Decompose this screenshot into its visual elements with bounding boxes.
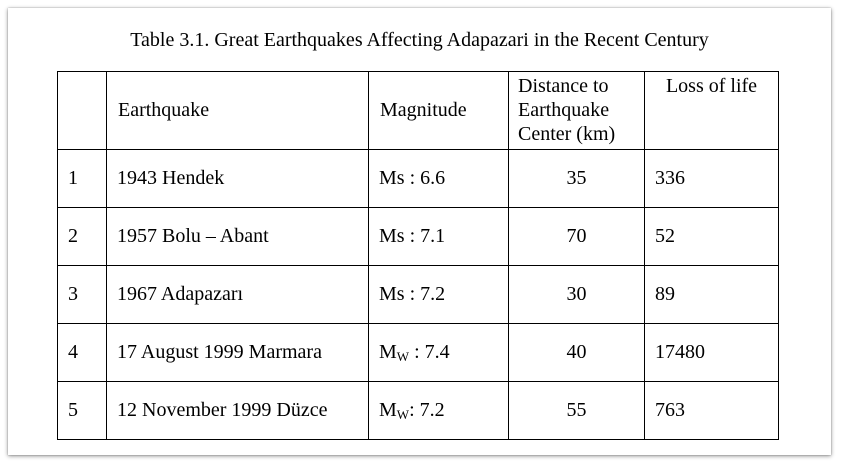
magnitude-scale: Ms [379, 167, 405, 189]
magnitude-value: 7.2 [419, 399, 445, 421]
distance-cell: 70 [508, 207, 645, 266]
earthquake-name: 17 August 1999 Marmara [106, 323, 369, 382]
earthquake-table: Earthquake Magnitude Distance to Earthqu… [57, 71, 779, 440]
header-earthquake: Earthquake [106, 71, 369, 150]
magnitude-separator: : [404, 283, 421, 305]
loss-of-life-cell: 52 [644, 207, 779, 266]
row-index: 2 [57, 207, 107, 266]
table-row: 3 1967 Adapazarı Ms : 7.2 30 89 [57, 265, 779, 324]
earthquake-name: 1943 Hendek [106, 149, 369, 208]
magnitude-subscript: W [396, 349, 410, 364]
magnitude-cell: MW : 7.4 [368, 323, 509, 382]
table-row: 2 1957 Bolu – Abant Ms : 7.1 70 52 [57, 207, 779, 266]
header-distance-line-2: Earthquake [518, 99, 610, 121]
magnitude-subscript: W [396, 407, 410, 422]
table-row: 1 1943 Hendek Ms : 6.6 35 336 [57, 149, 779, 208]
magnitude-value: 7.2 [420, 283, 446, 305]
earthquake-name: 1967 Adapazarı [106, 265, 369, 324]
magnitude-scale: M [379, 399, 397, 421]
magnitude-value: 6.6 [420, 167, 446, 189]
magnitude-scale: M [379, 341, 397, 363]
magnitude-cell: Ms : 7.2 [368, 265, 509, 324]
magnitude-separator: : [404, 225, 421, 247]
row-index: 3 [57, 265, 107, 324]
distance-cell: 30 [508, 265, 645, 324]
magnitude-value: 7.4 [424, 341, 450, 363]
distance-cell: 40 [508, 323, 645, 382]
magnitude-separator: : [409, 341, 425, 363]
table-caption: Table 3.1. Great Earthquakes Affecting A… [130, 29, 709, 51]
magnitude-cell: Ms : 6.6 [368, 149, 509, 208]
row-index: 4 [57, 323, 107, 382]
distance-cell: 55 [508, 381, 645, 440]
magnitude-cell: Ms : 7.1 [368, 207, 509, 266]
magnitude-value: 7.1 [420, 225, 446, 247]
magnitude-scale: Ms [379, 283, 405, 305]
loss-of-life-cell: 89 [644, 265, 779, 324]
header-distance-line-1: Distance to [518, 75, 609, 97]
header-magnitude: Magnitude [368, 71, 509, 150]
row-index: 1 [57, 149, 107, 208]
loss-of-life-cell: 17480 [644, 323, 779, 382]
magnitude-cell: MW: 7.2 [368, 381, 509, 440]
document-page: Table 3.1. Great Earthquakes Affecting A… [8, 8, 831, 455]
magnitude-separator: : [409, 399, 420, 421]
header-distance-line-3: Center (km) [518, 123, 616, 145]
table-row: 5 12 November 1999 Düzce MW: 7.2 55 763 [57, 381, 779, 440]
earthquake-name: 1957 Bolu – Abant [106, 207, 369, 266]
distance-cell: 35 [508, 149, 645, 208]
header-index-cell [57, 71, 107, 150]
magnitude-separator: : [404, 167, 421, 189]
magnitude-scale: Ms [379, 225, 405, 247]
row-index: 5 [57, 381, 107, 440]
loss-of-life-cell: 336 [644, 149, 779, 208]
header-loss-of-life: Loss of life [644, 71, 779, 150]
table-row: 4 17 August 1999 Marmara MW : 7.4 40 174… [57, 323, 779, 382]
loss-of-life-cell: 763 [644, 381, 779, 440]
table-header-row: Earthquake Magnitude Distance to Earthqu… [57, 71, 779, 150]
header-distance: Distance to Earthquake Center (km) [508, 71, 645, 150]
earthquake-name: 12 November 1999 Düzce [106, 381, 369, 440]
